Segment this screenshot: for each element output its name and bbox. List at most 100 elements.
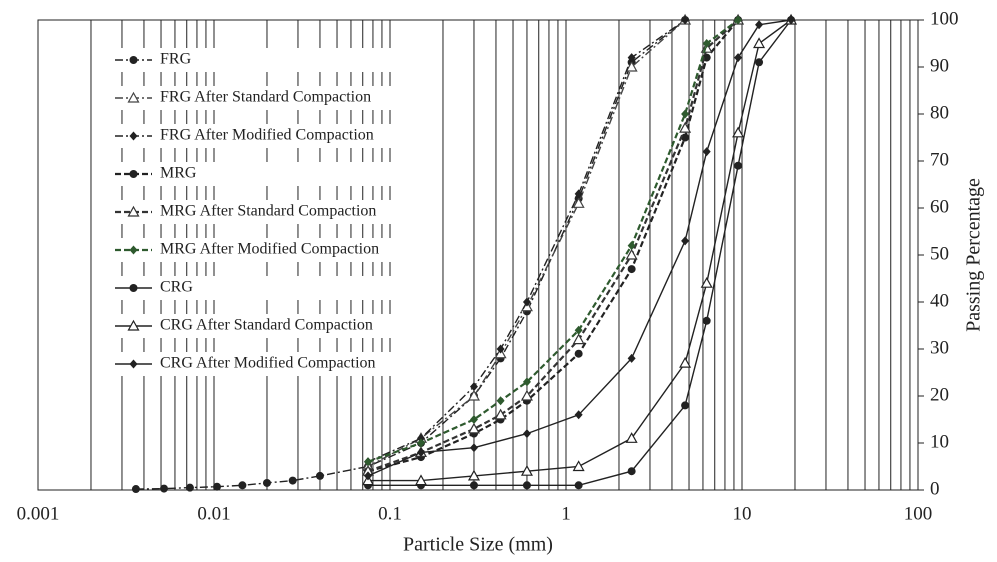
legend-bg [110,86,420,110]
marker [574,349,583,358]
legend-marker [129,245,138,255]
marker [627,353,636,363]
marker [679,121,692,133]
legend-marker [129,359,138,369]
series-line [367,19,739,473]
x-tick-label: 1 [561,503,571,524]
x-tick-label: 100 [904,503,933,524]
marker [627,265,636,274]
marker [467,422,480,434]
marker [702,316,711,325]
marker [627,467,636,476]
marker [681,133,690,142]
legend-bg [110,48,420,72]
marker [364,457,373,467]
y-tick-label: 100 [930,8,959,29]
marker [755,20,764,30]
legend: FRG FRG After Standard Compaction FRG Afte… [110,48,420,376]
marker [414,474,428,486]
marker [681,236,690,246]
y-tick-label: 0 [930,478,940,499]
marker [522,297,531,307]
marker [734,161,743,170]
marker [496,344,505,354]
y-tick-label: 80 [930,102,949,123]
marker [467,469,480,481]
y-tick-label: 40 [930,290,949,311]
marker [416,447,425,457]
marker [469,382,478,392]
marker [520,389,533,401]
marker [416,438,425,448]
x-tick-label: 0.1 [378,503,402,524]
marker [288,476,297,485]
marker [574,410,583,420]
marker [627,53,636,63]
marker [131,485,140,494]
marker [753,37,766,49]
marker [625,248,638,260]
marker [574,481,583,490]
legend-bg [110,124,420,148]
marker [681,109,690,119]
marker [702,147,711,157]
x-tick-label: 0.01 [197,503,230,524]
marker [364,471,373,481]
series-line [367,19,792,477]
marker [679,356,692,368]
marker [212,482,221,491]
legend-marker [129,170,138,178]
marker [416,433,425,443]
marker [496,396,505,406]
legend-label: MRG [160,165,197,182]
marker [522,377,531,387]
marker [734,53,743,63]
legend-label: FRG After Standard Compaction [160,89,371,106]
marker [572,197,585,208]
marker [702,39,711,48]
series-line [367,19,686,463]
legend-label: CRG After Modified Compaction [160,355,376,372]
marker [522,481,531,490]
legend-marker [129,56,138,64]
marker [520,464,533,476]
marker [755,58,764,67]
legend-label: MRG After Standard Compaction [160,203,376,220]
marker [469,443,478,453]
marker [469,481,478,490]
legend-label: CRG [160,279,193,296]
marker [681,15,690,25]
legend-bg [110,276,420,300]
legend-marker [127,91,140,103]
marker [574,189,583,199]
marker [700,276,713,288]
series-line [367,19,686,468]
legend-bg [110,162,420,186]
marker [160,484,169,493]
x-axis-title: Particle Size (mm) [403,534,553,556]
legend-label: CRG After Standard Compaction [160,317,373,334]
marker [625,432,638,443]
marker [734,15,743,25]
marker [467,389,480,401]
legend-label: FRG After Modified Compaction [160,127,374,144]
legend-label: MRG After Modified Compaction [160,241,379,258]
y-tick-label: 20 [930,384,949,405]
legend-marker [129,284,138,292]
marker [732,126,745,138]
series-line [367,19,739,473]
marker [572,460,585,472]
marker [315,471,324,480]
marker [787,15,796,25]
legend-marker [129,131,138,141]
marker [627,241,636,251]
legend-bg [110,200,420,224]
marker [522,429,531,439]
marker [238,481,247,490]
legend-marker [127,205,140,217]
legend-bg [110,238,420,262]
legend-bg [110,314,420,338]
y-tick-label: 70 [930,149,949,170]
